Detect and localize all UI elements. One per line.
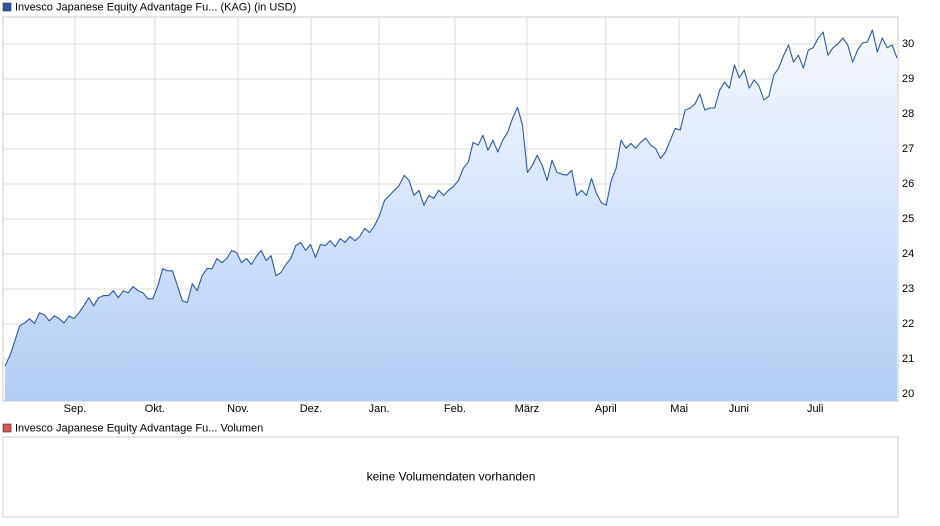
y-tick-label: 29 — [902, 73, 914, 85]
y-tick-label: 27 — [902, 143, 914, 155]
x-tick-label: Okt. — [145, 403, 165, 415]
plot — [4, 29, 898, 401]
y-tick-label: 30 — [902, 38, 914, 50]
empty-message: keine Volumendaten vorhanden — [367, 470, 536, 484]
y-tick-label: 24 — [902, 248, 914, 260]
y-tick-label: 25 — [902, 213, 914, 225]
volume-frame — [2, 436, 899, 518]
x-tick-label: Nov. — [227, 403, 249, 415]
y-tick-label: 22 — [902, 318, 914, 330]
y-tick-label: 21 — [902, 353, 914, 365]
x-tick-label: Jan. — [369, 403, 390, 415]
x-tick-label: März — [515, 403, 539, 415]
legend-swatch — [2, 423, 12, 433]
y-tick-label: 26 — [902, 178, 914, 190]
x-tick-label: Juni — [729, 403, 749, 415]
price-line — [4, 29, 898, 367]
x-tick-label: Dez. — [300, 403, 323, 415]
x-tick-label: Juli — [807, 403, 824, 415]
y-tick-label: 28 — [902, 108, 914, 120]
y-tick-label: 20 — [902, 388, 914, 400]
legend-swatch — [2, 2, 12, 12]
legend-label: Invesco Japanese Equity Advantage Fu... … — [15, 1, 296, 13]
x-tick-label: Mai — [670, 403, 688, 415]
x-tick-label: Feb. — [444, 403, 466, 415]
area-fill — [5, 30, 897, 401]
legend-label: Invesco Japanese Equity Advantage Fu... … — [15, 422, 263, 434]
x-tick-label: Sep. — [64, 403, 87, 415]
x-tick-label: April — [595, 403, 617, 415]
y-tick-label: 23 — [902, 283, 914, 295]
